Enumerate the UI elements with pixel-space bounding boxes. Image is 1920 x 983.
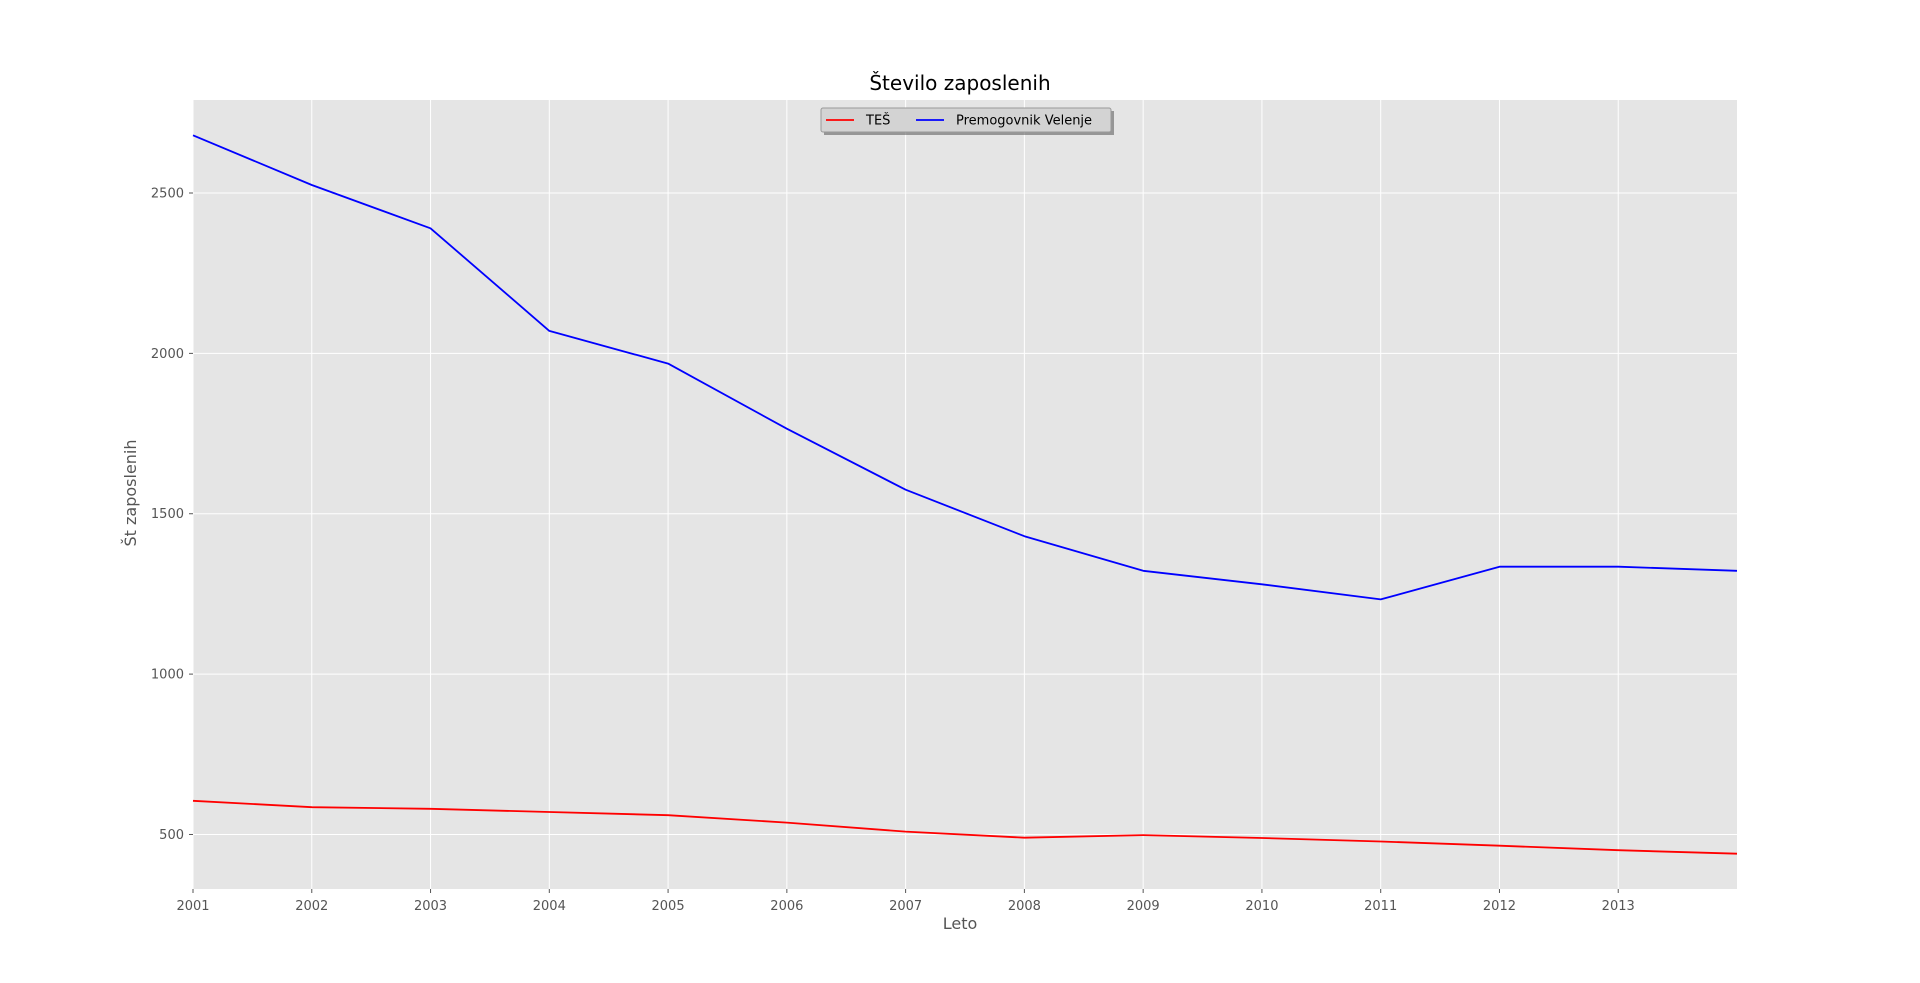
y-axis-label: Št zaposlenih — [121, 439, 140, 546]
series-lines — [192, 134, 1738, 855]
legend-label: TEŠ — [865, 113, 890, 129]
y-tick-label: 500 — [159, 828, 184, 843]
x-tick-label: 2012 — [1483, 899, 1516, 914]
x-axis-ticks: 2001 2002 2003 2004 2005 2006 2007 2008 2009 2010… — [176, 889, 1635, 914]
x-tick-label: 2003 — [414, 899, 447, 914]
x-tick-label: 2005 — [652, 899, 685, 914]
x-gridlines — [192, 100, 1619, 889]
y-tick-label: 1500 — [151, 507, 184, 522]
x-tick-label: 2008 — [1008, 899, 1041, 914]
x-tick-label: 2002 — [295, 899, 328, 914]
x-tick-label: 2009 — [1127, 899, 1160, 914]
x-tick-label: 2004 — [533, 899, 566, 914]
y-axis-ticks: 500 1000 1500 2000 2500 — [151, 187, 193, 843]
legend-label: Premogovnik Velenje — [956, 114, 1092, 129]
x-tick-label: 2011 — [1364, 899, 1397, 914]
y-tick-label: 2000 — [151, 347, 184, 362]
y-tick-label: 2500 — [151, 187, 184, 202]
x-tick-label: 2013 — [1602, 899, 1635, 914]
plot-area — [193, 100, 1737, 889]
series-line-0 — [192, 799, 1738, 855]
x-axis-label: Leto — [943, 914, 978, 933]
x-tick-label: 2010 — [1245, 899, 1278, 914]
legend-box — [820, 107, 1112, 133]
x-tick-label: 2006 — [770, 899, 803, 914]
legend: TEŠ Premogovnik Velenje — [820, 107, 1114, 135]
x-tick-label: 2001 — [176, 899, 209, 914]
series-line-1 — [192, 134, 1738, 601]
chart-title: Število zaposlenih — [869, 71, 1050, 95]
y-tick-label: 1000 — [151, 668, 184, 683]
x-tick-label: 2007 — [889, 899, 922, 914]
